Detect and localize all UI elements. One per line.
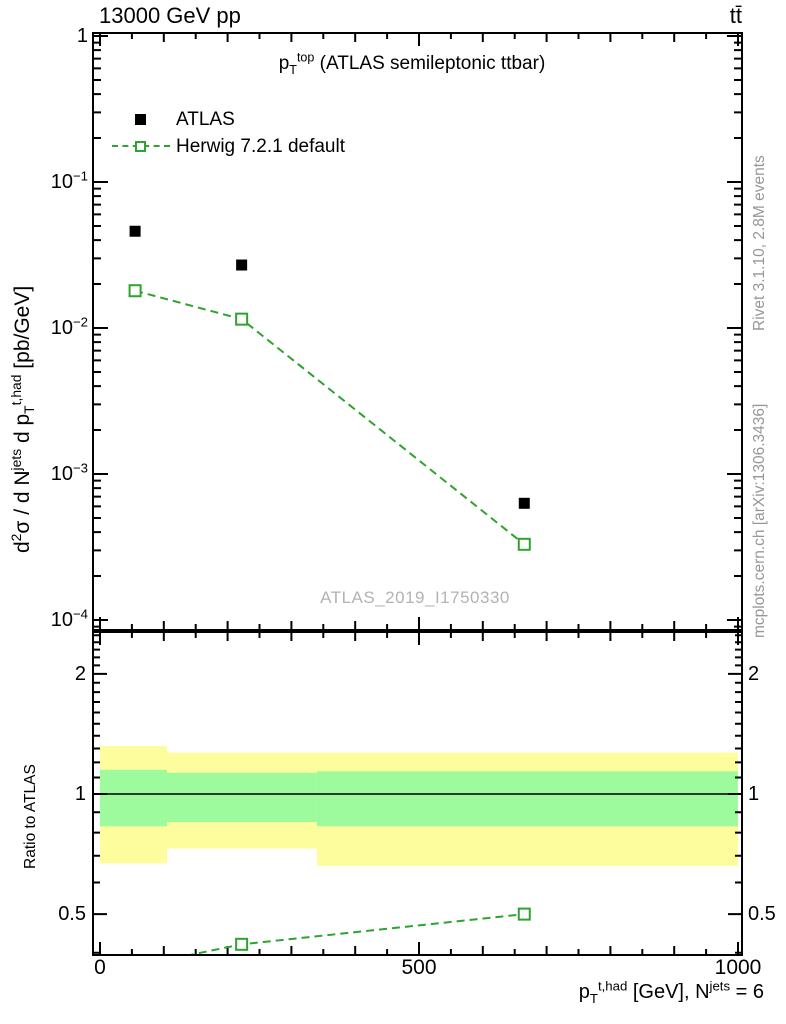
rivet-version-credit: Rivet 3.1.10, 2.8M events [751,155,768,331]
analysis-id-watermark: ATLAS_2019_I1750330 [320,588,510,607]
atlas-marker-icon [112,113,170,126]
process-label: tt̄ [729,3,742,28]
ratio-uncertainty-bands [100,745,738,867]
main-y-tick-label: 10−4 [50,606,88,631]
x-tick-label: 0 [94,956,106,979]
herwig-marker [235,312,249,326]
main-panel-frame [92,32,743,631]
mcplots-credit: mcplots.cern.ch [arXiv:1306.3436] [751,403,768,638]
axis-ticks [93,33,742,955]
atlas-marker [129,225,141,237]
x-tick-label: 1000 [714,956,762,979]
ratio-series [130,907,531,972]
plot-title: pTtop (ATLAS semileptonic ttbar) [278,50,546,77]
ratio-y-axis-title: Ratio to ATLAS [22,764,39,869]
legend: ATLAS Herwig 7.2.1 default [112,106,345,160]
x-axis-title: pTt,had [GeV], Njets = 6 [578,978,764,1006]
legend-item-atlas: ATLAS [112,106,345,133]
ratio-y-tick-label-left: 0.5 [58,903,86,926]
ratio-herwig-marker [130,961,141,972]
main-y-tick-label: 10−3 [50,460,88,485]
main-y-tick-label: 10−1 [50,168,88,193]
main-series [128,225,531,551]
herwig-marker [128,284,142,298]
ratio-herwig-line [189,913,525,954]
ratio-y-tick-label-right: 0.5 [748,903,776,926]
beam-energy-label: 13000 GeV pp [99,3,241,28]
herwig-line [134,289,525,546]
atlas-marker [236,259,248,271]
herwig-marker [517,537,531,551]
main-y-tick-label: 10−2 [50,314,88,339]
ratio-y-tick-label-right: 2 [748,662,760,685]
herwig-marker-icon [112,140,170,153]
legend-label-atlas: ATLAS [176,108,235,130]
ratio-y-tick-label-left: 2 [74,662,86,685]
ratio-y-tick-label-right: 1 [748,783,760,805]
main-y-tick-label: 1 [76,25,88,47]
x-tick-label: 500 [401,956,437,979]
legend-label-herwig: Herwig 7.2.1 default [176,135,345,157]
ratio-herwig-marker [517,907,531,921]
ratio-herwig-marker [235,937,249,951]
legend-item-herwig: Herwig 7.2.1 default [112,133,345,160]
atlas-marker [518,497,530,509]
ratio-y-tick-label-left: 1 [74,783,86,805]
main-y-axis-title: d2σ / d Njets d pTt,had [pb/GeV] [8,285,38,553]
